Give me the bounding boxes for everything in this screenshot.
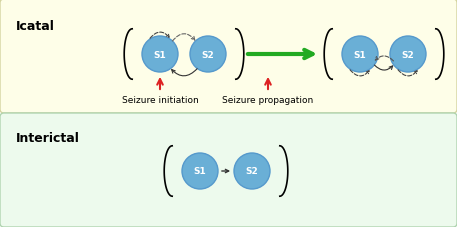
Text: Interictal: Interictal	[16, 131, 80, 144]
Text: Icatal: Icatal	[16, 20, 55, 33]
Text: Seizure initiation: Seizure initiation	[122, 96, 198, 105]
Text: S1: S1	[354, 50, 367, 59]
FancyArrowPatch shape	[172, 69, 197, 76]
Circle shape	[142, 37, 178, 73]
FancyBboxPatch shape	[0, 114, 457, 227]
Circle shape	[234, 153, 270, 189]
Circle shape	[182, 153, 218, 189]
FancyArrowPatch shape	[150, 33, 169, 39]
FancyArrowPatch shape	[222, 170, 228, 173]
Circle shape	[190, 37, 226, 73]
Text: Seizure propagation: Seizure propagation	[223, 96, 314, 105]
Circle shape	[390, 37, 426, 73]
Text: S2: S2	[245, 167, 258, 176]
FancyArrowPatch shape	[374, 66, 393, 71]
FancyArrowPatch shape	[172, 35, 195, 42]
FancyArrowPatch shape	[350, 70, 369, 76]
FancyArrowPatch shape	[375, 57, 393, 62]
FancyBboxPatch shape	[0, 0, 457, 114]
Text: S1: S1	[154, 50, 166, 59]
Text: S1: S1	[194, 167, 207, 176]
Text: S2: S2	[202, 50, 214, 59]
Text: S2: S2	[402, 50, 414, 59]
Circle shape	[342, 37, 378, 73]
FancyArrowPatch shape	[398, 70, 417, 76]
